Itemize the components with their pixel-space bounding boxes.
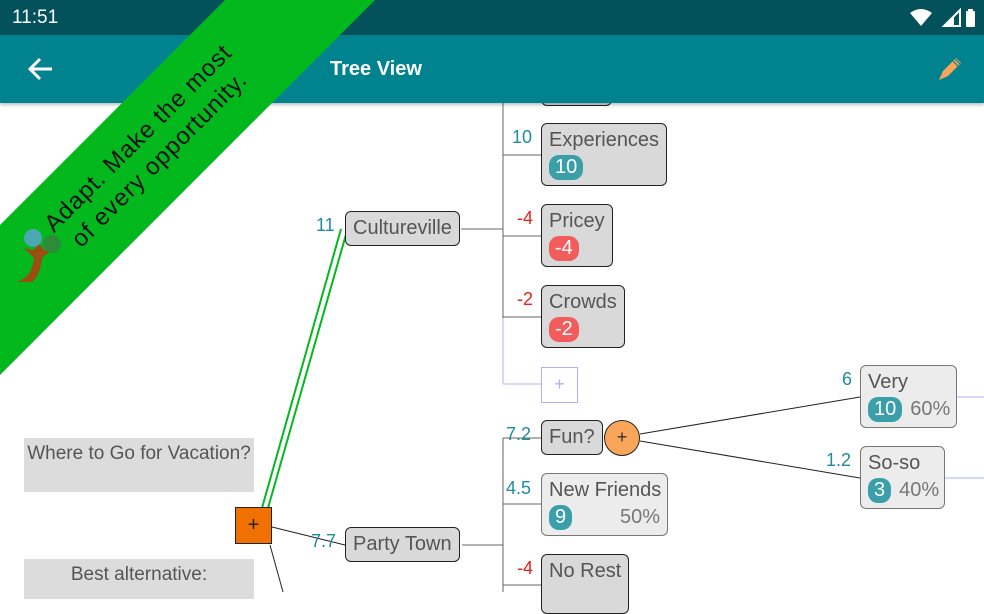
node-label: Experiences <box>549 129 660 151</box>
node-crowds[interactable]: Crowds -2 <box>541 285 625 348</box>
node-experiences[interactable]: Experiences 10 <box>541 123 668 186</box>
node-party-town[interactable]: Party Town <box>345 527 460 562</box>
value-label: 11 <box>316 215 335 235</box>
value-label: 6 <box>842 369 853 389</box>
node-label: Very <box>868 371 909 393</box>
value-label: -4 <box>517 558 534 578</box>
value-label: 1.2 <box>826 450 852 470</box>
node-no-rest[interactable]: No Rest <box>541 554 630 614</box>
node-so-so[interactable]: So-so 3 40% <box>860 446 945 509</box>
value-label: -2 <box>517 289 534 309</box>
node-label: Crowds <box>549 291 617 313</box>
page-title: Tree View <box>330 58 422 80</box>
score-badge: 10 <box>868 397 903 422</box>
score-badge: 10 <box>549 155 584 180</box>
value-label: 7.2 <box>506 424 532 444</box>
node-fun[interactable]: Fun? <box>541 420 603 455</box>
status-icons <box>910 8 975 27</box>
probability: 60% <box>910 398 951 420</box>
wifi-icon <box>910 9 932 26</box>
node-label: New Friends <box>549 479 662 501</box>
tree-logo-icon <box>16 229 61 282</box>
node-new-friends[interactable]: New Friends 9 50% <box>541 473 668 536</box>
probability: 40% <box>899 479 940 501</box>
node-very[interactable]: Very 10 60% <box>860 365 957 428</box>
tree-connectors <box>261 103 984 592</box>
value-label: -4 <box>517 208 534 228</box>
decision-root-node[interactable]: + <box>235 507 272 544</box>
score-badge: -2 <box>549 317 579 342</box>
value-label: 4.5 <box>506 478 532 498</box>
status-bar: 11:51 <box>0 0 984 35</box>
node-label: So-so <box>868 452 921 474</box>
score-badge: 3 <box>868 478 892 503</box>
score-badge: 9 <box>549 505 573 530</box>
node-label: No Rest <box>549 560 622 582</box>
clock: 11:51 <box>12 7 59 28</box>
score-badge: -4 <box>549 236 579 261</box>
value-label: 7.7 <box>311 531 337 551</box>
probability: 50% <box>619 506 660 528</box>
chance-node[interactable]: + <box>604 420 640 456</box>
battery-icon <box>966 11 975 27</box>
edit-button[interactable] <box>936 55 964 83</box>
add-node-button[interactable]: + <box>541 367 578 403</box>
node-pricey[interactable]: Pricey -4 <box>541 204 613 267</box>
value-label: 10 <box>512 127 533 147</box>
node-cultureville[interactable]: Cultureville <box>345 211 460 246</box>
question-label: Where to Go for Vacation? <box>24 438 254 492</box>
node-label: Pricey <box>549 210 605 232</box>
best-alternative-label: Best alternative: <box>24 559 254 599</box>
back-button[interactable] <box>28 57 54 81</box>
